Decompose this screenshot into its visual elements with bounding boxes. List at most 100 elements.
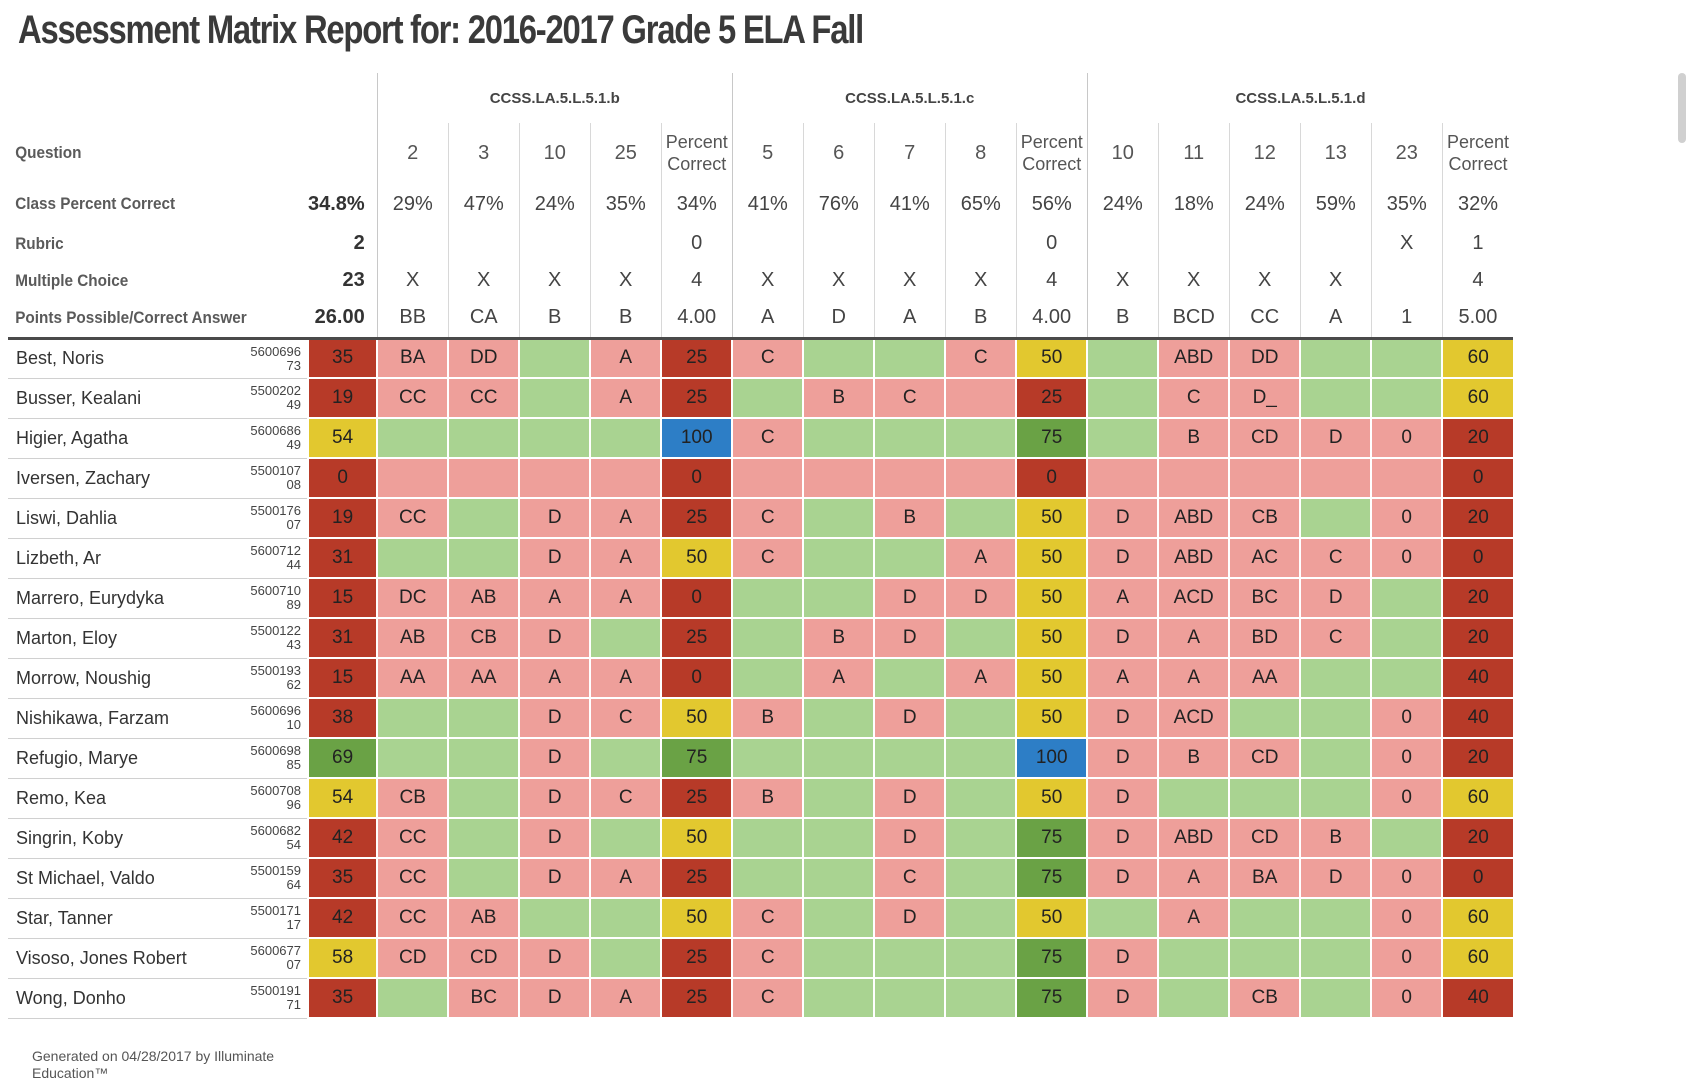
student-name[interactable]: Refugio, Marye <box>8 738 248 779</box>
answer-cell[interactable] <box>447 778 520 819</box>
answer-cell[interactable]: BA <box>376 338 449 379</box>
answer-cell[interactable]: D <box>518 978 591 1019</box>
answer-cell[interactable] <box>376 538 449 579</box>
answer-cell[interactable] <box>731 658 804 699</box>
answer-cell[interactable] <box>589 898 662 939</box>
answer-cell[interactable] <box>376 698 449 739</box>
percent-correct-cell[interactable]: 25 <box>660 498 733 539</box>
answer-cell[interactable]: A <box>1086 578 1159 619</box>
answer-cell[interactable] <box>873 538 946 579</box>
answer-cell[interactable]: 0 <box>1370 938 1443 979</box>
answer-cell[interactable]: A <box>589 378 662 419</box>
answer-cell[interactable]: CD <box>1228 418 1301 459</box>
answer-cell[interactable] <box>1228 698 1301 739</box>
percent-correct-cell[interactable]: 20 <box>1441 578 1514 619</box>
answer-cell[interactable] <box>589 618 662 659</box>
answer-cell[interactable]: AC <box>1228 538 1301 579</box>
answer-cell[interactable]: AB <box>447 898 520 939</box>
answer-cell[interactable]: 0 <box>1370 898 1443 939</box>
answer-cell[interactable]: A <box>802 658 875 699</box>
student-name[interactable]: Star, Tanner <box>8 898 248 939</box>
answer-cell[interactable]: CC <box>376 858 449 899</box>
percent-correct-cell[interactable]: 25 <box>660 618 733 659</box>
answer-cell[interactable]: 0 <box>1370 498 1443 539</box>
answer-cell[interactable]: B <box>802 378 875 419</box>
answer-cell[interactable]: D <box>873 898 946 939</box>
answer-cell[interactable]: D <box>518 698 591 739</box>
answer-cell[interactable] <box>447 498 520 539</box>
answer-cell[interactable]: C <box>944 338 1017 379</box>
answer-cell[interactable]: C <box>731 938 804 979</box>
answer-cell[interactable]: 0 <box>1370 978 1443 1019</box>
student-name[interactable]: Liswi, Dahlia <box>8 498 248 539</box>
answer-cell[interactable]: BA <box>1228 858 1301 899</box>
answer-cell[interactable] <box>1299 938 1372 979</box>
answer-cell[interactable]: B <box>1299 818 1372 859</box>
answer-cell[interactable] <box>802 498 875 539</box>
answer-cell[interactable]: B <box>731 698 804 739</box>
answer-cell[interactable]: CC <box>376 498 449 539</box>
answer-cell[interactable]: D <box>1086 538 1159 579</box>
percent-correct-cell[interactable]: 60 <box>1441 378 1514 419</box>
answer-cell[interactable]: D <box>1086 978 1159 1019</box>
answer-cell[interactable]: D <box>1299 578 1372 619</box>
answer-cell[interactable]: CC <box>376 818 449 859</box>
answer-cell[interactable] <box>802 418 875 459</box>
answer-cell[interactable] <box>802 898 875 939</box>
answer-cell[interactable] <box>447 738 520 779</box>
answer-cell[interactable] <box>944 618 1017 659</box>
answer-cell[interactable] <box>1157 978 1230 1019</box>
student-name[interactable]: Singrin, Koby <box>8 818 248 859</box>
student-name[interactable]: Marton, Eloy <box>8 618 248 659</box>
percent-correct-cell[interactable]: 100 <box>1015 738 1088 779</box>
answer-cell[interactable] <box>1086 898 1159 939</box>
percent-correct-cell[interactable]: 20 <box>1441 738 1514 779</box>
answer-cell[interactable]: ABD <box>1157 338 1230 379</box>
answer-cell[interactable] <box>802 818 875 859</box>
answer-cell[interactable]: D <box>1086 858 1159 899</box>
answer-cell[interactable]: A <box>1157 618 1230 659</box>
answer-cell[interactable] <box>944 738 1017 779</box>
student-name[interactable]: Higier, Agatha <box>8 418 248 459</box>
answer-cell[interactable] <box>589 458 662 499</box>
answer-cell[interactable] <box>873 458 946 499</box>
percent-correct-cell[interactable]: 50 <box>1015 658 1088 699</box>
answer-cell[interactable]: D_ <box>1228 378 1301 419</box>
answer-cell[interactable]: 0 <box>1370 538 1443 579</box>
answer-cell[interactable] <box>1157 778 1230 819</box>
answer-cell[interactable] <box>1299 978 1372 1019</box>
percent-correct-cell[interactable]: 0 <box>1441 538 1514 579</box>
answer-cell[interactable]: CB <box>1228 978 1301 1019</box>
answer-cell[interactable] <box>873 738 946 779</box>
answer-cell[interactable] <box>944 818 1017 859</box>
answer-cell[interactable] <box>376 458 449 499</box>
answer-cell[interactable] <box>802 978 875 1019</box>
answer-cell[interactable]: AB <box>376 618 449 659</box>
answer-cell[interactable]: C <box>731 898 804 939</box>
answer-cell[interactable] <box>944 898 1017 939</box>
answer-cell[interactable] <box>802 778 875 819</box>
answer-cell[interactable] <box>447 818 520 859</box>
answer-cell[interactable]: D <box>1086 738 1159 779</box>
answer-cell[interactable]: 0 <box>1370 698 1443 739</box>
answer-cell[interactable]: CC <box>376 898 449 939</box>
answer-cell[interactable] <box>1299 898 1372 939</box>
answer-cell[interactable] <box>1370 378 1443 419</box>
answer-cell[interactable] <box>589 938 662 979</box>
answer-cell[interactable] <box>518 378 591 419</box>
answer-cell[interactable]: 0 <box>1370 738 1443 779</box>
answer-cell[interactable]: A <box>589 978 662 1019</box>
percent-correct-cell[interactable]: 25 <box>660 858 733 899</box>
answer-cell[interactable] <box>731 378 804 419</box>
answer-cell[interactable]: A <box>944 538 1017 579</box>
percent-correct-cell[interactable]: 60 <box>1441 338 1514 379</box>
answer-cell[interactable]: CD <box>1228 738 1301 779</box>
answer-cell[interactable]: C <box>1299 618 1372 659</box>
percent-correct-cell[interactable]: 50 <box>1015 538 1088 579</box>
answer-cell[interactable]: B <box>731 778 804 819</box>
answer-cell[interactable]: DC <box>376 578 449 619</box>
answer-cell[interactable] <box>1370 658 1443 699</box>
answer-cell[interactable] <box>447 538 520 579</box>
answer-cell[interactable] <box>518 418 591 459</box>
student-name[interactable]: Nishikawa, Farzam <box>8 698 248 739</box>
